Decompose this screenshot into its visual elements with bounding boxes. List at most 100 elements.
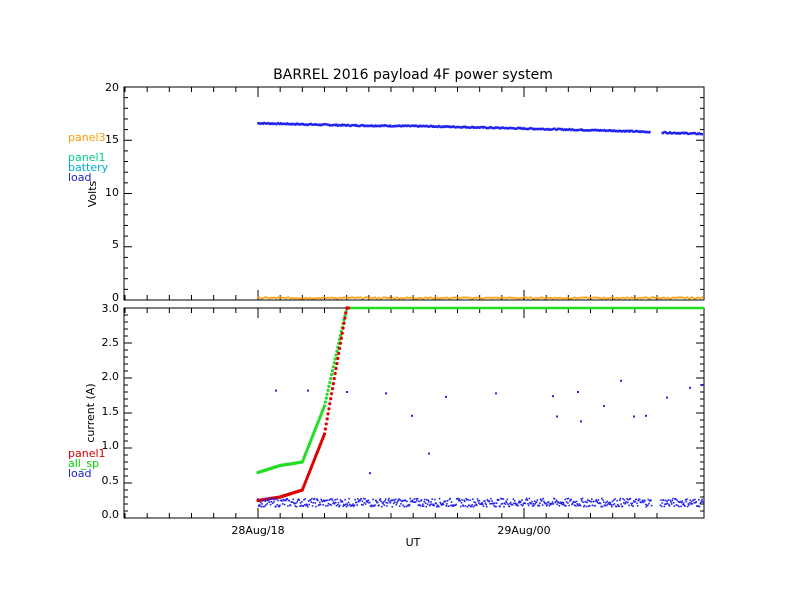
load-current-point bbox=[637, 499, 640, 502]
load-current-point bbox=[317, 504, 320, 507]
load-current-point bbox=[340, 500, 342, 503]
load-current-point bbox=[573, 500, 575, 503]
load-current-point bbox=[672, 497, 674, 500]
panel3-voltage-point bbox=[547, 296, 549, 299]
load-current-point bbox=[267, 498, 270, 500]
load-current-point bbox=[432, 503, 435, 506]
load-voltage-point bbox=[529, 126, 532, 130]
panel3-voltage-point bbox=[697, 296, 700, 299]
load-voltage-point bbox=[580, 128, 583, 131]
panel3-voltage-point bbox=[269, 297, 271, 299]
load-current-point bbox=[588, 499, 590, 502]
panel3-voltage-point bbox=[262, 297, 265, 300]
panel3-voltage-point bbox=[315, 296, 318, 299]
load-current-point bbox=[282, 498, 285, 501]
load-voltage-point bbox=[454, 126, 457, 129]
load-current-point bbox=[267, 499, 269, 502]
load-voltage-point bbox=[516, 127, 518, 130]
load-voltage-point bbox=[399, 124, 401, 128]
panel3-voltage-point bbox=[384, 296, 387, 299]
load-current-point bbox=[613, 503, 616, 505]
load-voltage-point bbox=[622, 129, 625, 133]
load-current-point bbox=[625, 501, 628, 503]
load-current-point bbox=[528, 497, 531, 500]
load-voltage-point bbox=[376, 124, 378, 128]
load-voltage-point bbox=[325, 123, 328, 126]
all-sp-point bbox=[329, 373, 334, 377]
load-voltage-point bbox=[283, 122, 286, 125]
load-voltage-point bbox=[683, 132, 686, 135]
panel3-voltage-point bbox=[399, 297, 402, 300]
panel3-voltage-point bbox=[553, 296, 556, 299]
panel3-voltage-point bbox=[543, 297, 545, 300]
load-current-point bbox=[489, 497, 492, 500]
load-current-point bbox=[482, 505, 485, 508]
panel3-voltage-point bbox=[670, 297, 673, 300]
all-sp-point bbox=[335, 349, 339, 353]
load-current-point bbox=[410, 500, 413, 503]
load-current-point bbox=[605, 504, 608, 507]
panel3-voltage-point bbox=[307, 297, 310, 300]
panel3-voltage-point bbox=[443, 296, 445, 299]
load-current-point bbox=[539, 498, 542, 500]
load-voltage-point bbox=[509, 126, 511, 129]
load-current-point bbox=[298, 499, 301, 501]
load-voltage-point bbox=[470, 126, 472, 129]
panel3-voltage-point bbox=[464, 296, 467, 298]
load-voltage-point bbox=[568, 127, 571, 131]
load-current-point bbox=[358, 500, 361, 502]
panel1-current-point bbox=[339, 336, 343, 340]
load-voltage-point bbox=[495, 126, 498, 129]
load-current-point bbox=[577, 504, 580, 507]
load-voltage-point bbox=[684, 131, 687, 134]
load-voltage-point bbox=[463, 125, 466, 129]
panel3-voltage-point bbox=[673, 297, 676, 299]
panel1-current-point bbox=[342, 321, 346, 325]
load-current-point bbox=[609, 502, 612, 504]
load-voltage-point bbox=[299, 122, 302, 126]
all-sp-point bbox=[327, 384, 331, 388]
load-current-point bbox=[325, 505, 327, 507]
load-current-point bbox=[691, 502, 694, 505]
load-current-point bbox=[464, 500, 466, 503]
load-voltage-point bbox=[691, 132, 694, 135]
top-ytick-label: 10 bbox=[105, 186, 119, 199]
panel3-voltage-point bbox=[289, 297, 291, 300]
load-voltage-point bbox=[385, 124, 388, 127]
load-voltage-point bbox=[338, 123, 341, 127]
load-voltage-point bbox=[688, 132, 690, 136]
load-voltage-point bbox=[440, 125, 443, 128]
panel3-voltage-point bbox=[283, 296, 286, 299]
load-current-point bbox=[543, 502, 546, 504]
all-sp-point bbox=[329, 376, 333, 381]
load-voltage-point bbox=[483, 125, 485, 129]
load-voltage-point bbox=[339, 124, 342, 127]
load-current-point bbox=[626, 501, 629, 504]
load-current-point bbox=[388, 500, 391, 503]
panel3-voltage-point bbox=[463, 296, 465, 299]
load-voltage-point bbox=[346, 123, 349, 127]
load-voltage-point bbox=[427, 125, 430, 129]
panel3-voltage-point bbox=[339, 296, 342, 299]
panel3-voltage-point bbox=[577, 297, 580, 299]
load-current-point bbox=[459, 500, 461, 502]
load-current-point bbox=[606, 503, 609, 506]
load-current-point bbox=[506, 498, 509, 501]
panel3-voltage-point bbox=[354, 297, 356, 299]
panel3-voltage-point bbox=[277, 296, 279, 299]
load-current-point bbox=[303, 499, 305, 501]
load-voltage-point bbox=[381, 124, 383, 128]
load-current-point bbox=[640, 501, 643, 504]
load-current-point bbox=[381, 501, 384, 504]
load-current-point bbox=[624, 502, 626, 505]
load-current-point bbox=[348, 497, 350, 500]
load-current-point bbox=[430, 503, 433, 505]
load-voltage-point bbox=[596, 128, 599, 132]
load-current-point bbox=[281, 503, 284, 505]
load-voltage-point bbox=[391, 125, 394, 128]
panel3-voltage-point bbox=[396, 296, 399, 299]
load-voltage-point bbox=[491, 126, 493, 130]
load-current-point bbox=[451, 504, 453, 507]
load-voltage-point bbox=[374, 124, 376, 127]
panel3-voltage-point bbox=[414, 297, 416, 300]
